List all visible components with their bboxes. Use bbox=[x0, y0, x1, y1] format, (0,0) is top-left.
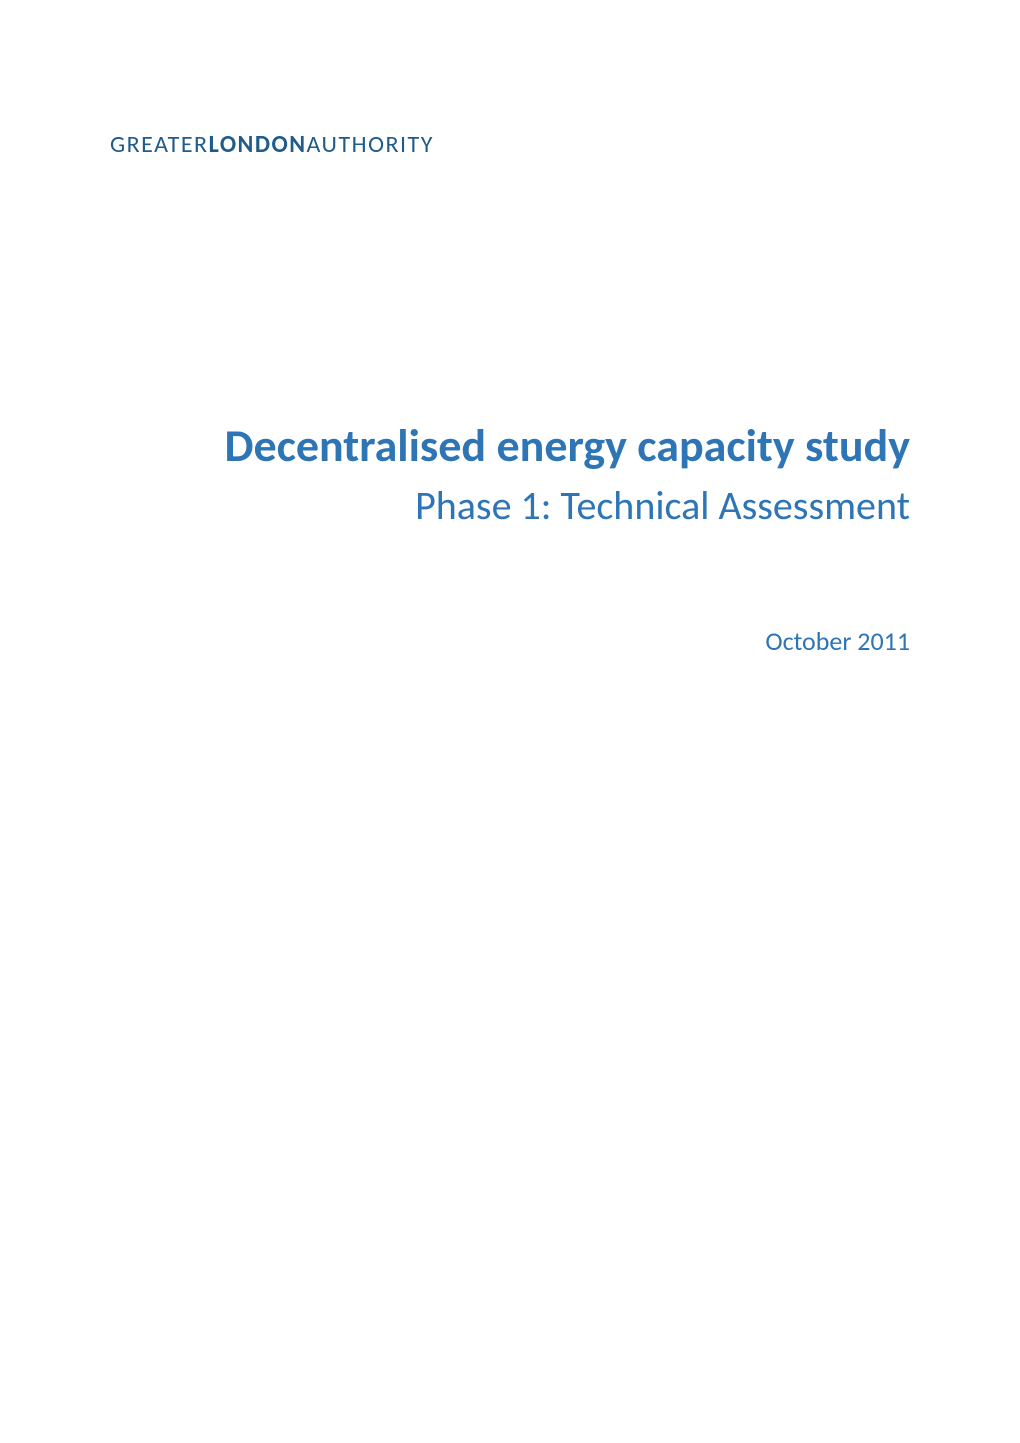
document-main-title: Decentralised energy capacity study bbox=[110, 419, 910, 474]
title-block: Decentralised energy capacity study Phas… bbox=[110, 419, 910, 657]
document-page: GREATERLONDONAUTHORITY Decentralised ene… bbox=[0, 0, 1020, 1443]
organization-logo: GREATERLONDONAUTHORITY bbox=[110, 130, 910, 159]
document-subtitle: Phase 1: Technical Assessment bbox=[110, 482, 910, 530]
document-date: October 2011 bbox=[110, 625, 910, 657]
logo-part-authority: AUTHORITY bbox=[307, 130, 434, 159]
logo-part-greater: GREATER bbox=[110, 130, 209, 159]
logo-part-london: LONDON bbox=[209, 130, 307, 159]
